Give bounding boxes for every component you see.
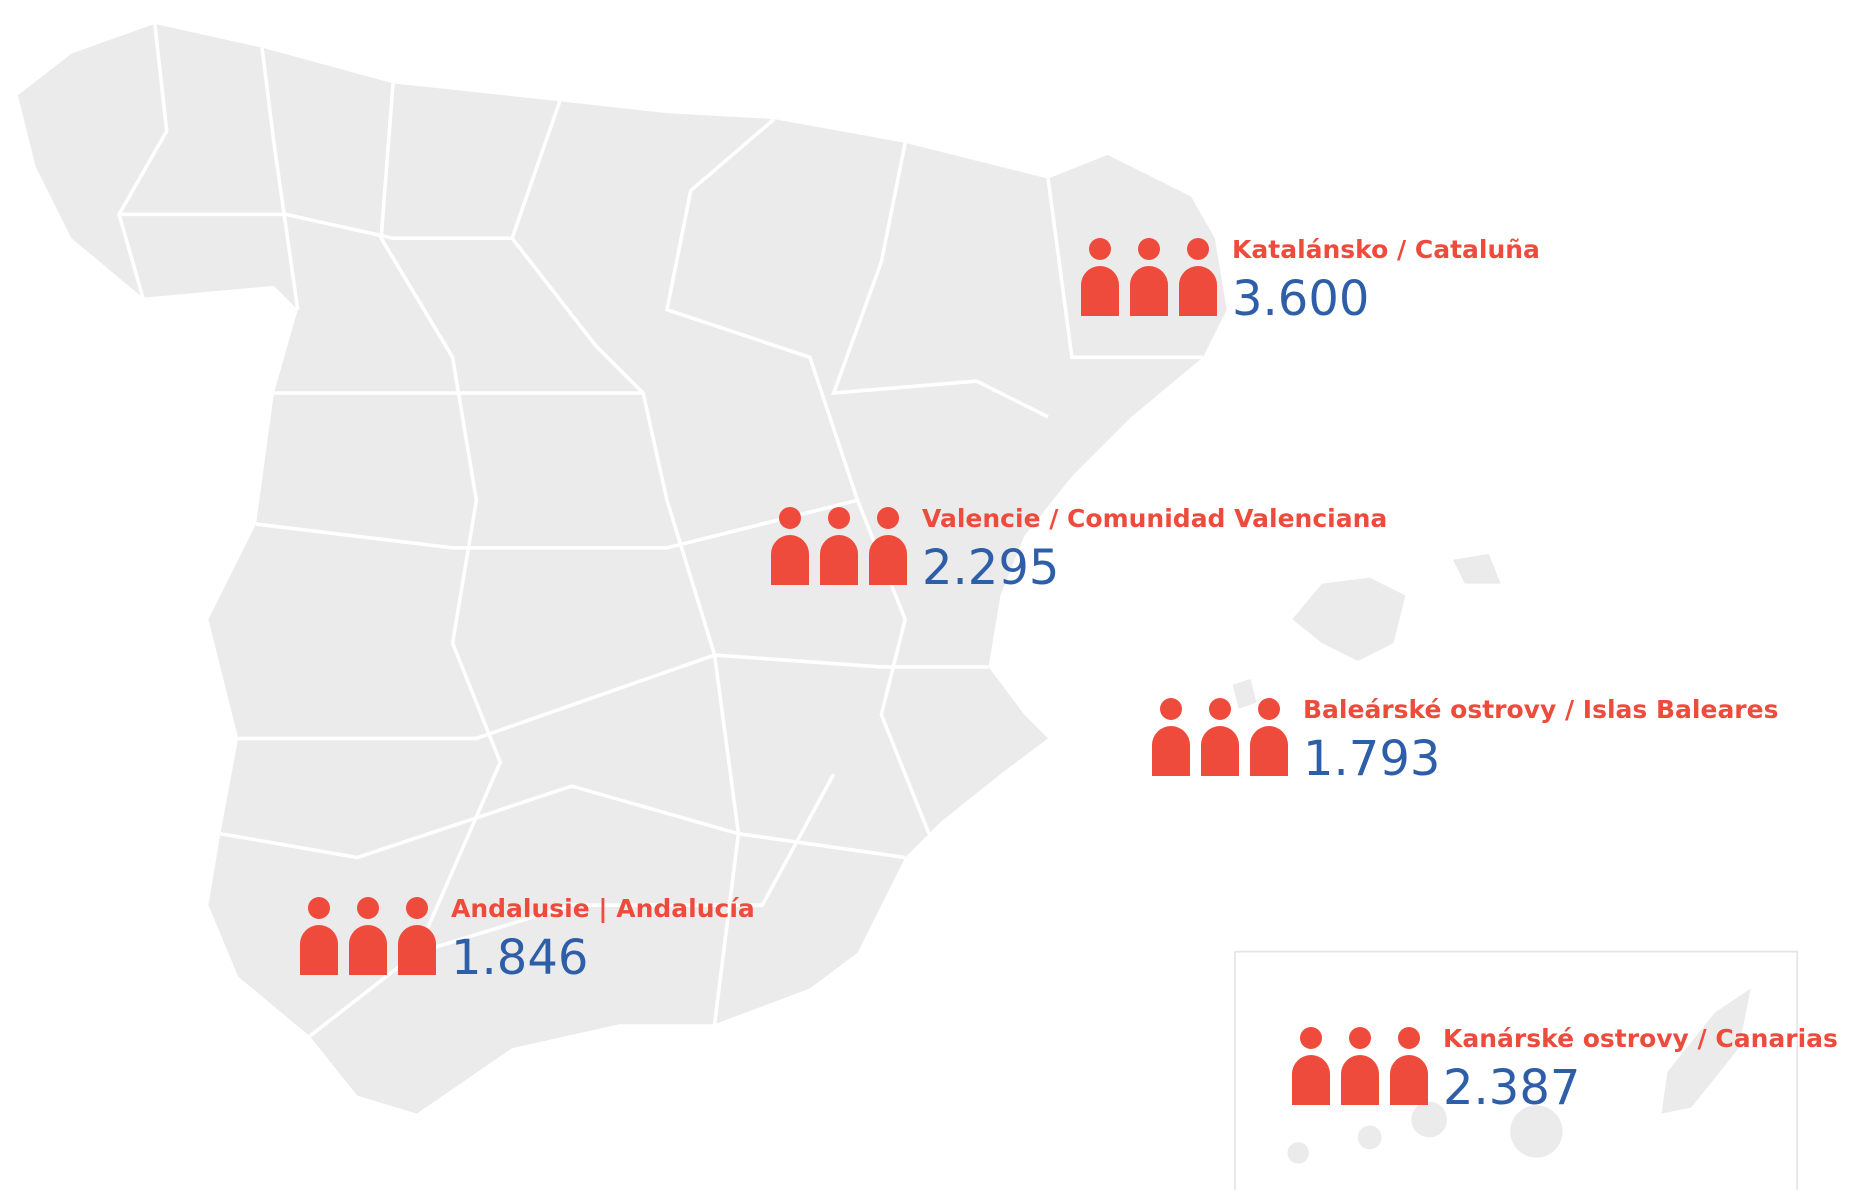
region-value: 2.387 xyxy=(1443,1060,1580,1116)
region-label: Baleárské ostrovy / Islas Baleares xyxy=(1303,695,1778,724)
person-body xyxy=(1292,1055,1330,1105)
person-body xyxy=(398,925,436,975)
person-head xyxy=(308,897,330,919)
person-body xyxy=(1201,726,1239,776)
spain-map xyxy=(17,23,1799,1190)
region-value: 3.600 xyxy=(1232,271,1369,327)
person-body xyxy=(1341,1055,1379,1105)
person-head xyxy=(1089,238,1111,260)
person-body xyxy=(869,535,907,585)
person-body xyxy=(1130,266,1168,316)
region-callout: Katalánsko / Cataluña 3.600 xyxy=(1081,235,1540,327)
region-label: Valencie / Comunidad Valenciana xyxy=(922,504,1387,533)
region-label: Kanárské ostrovy / Canarias xyxy=(1443,1024,1838,1053)
person-body xyxy=(349,925,387,975)
person-head xyxy=(1258,698,1280,720)
person-head xyxy=(779,507,801,529)
region-callout: Baleárské ostrovy / Islas Baleares 1.793 xyxy=(1152,695,1778,787)
person-body xyxy=(1081,266,1119,316)
person-head xyxy=(1349,1027,1371,1049)
person-body xyxy=(1179,266,1217,316)
region-callout: Andalusie | Andalucía 1.846 xyxy=(300,894,755,986)
region-callout: Valencie / Comunidad Valenciana 2.295 xyxy=(771,504,1387,596)
person-head xyxy=(828,507,850,529)
person-body xyxy=(820,535,858,585)
person-body xyxy=(300,925,338,975)
person-head xyxy=(406,897,428,919)
person-head xyxy=(1398,1027,1420,1049)
person-head xyxy=(1300,1027,1322,1049)
region-label: Andalusie | Andalucía xyxy=(451,894,755,923)
person-head xyxy=(877,507,899,529)
person-head xyxy=(357,897,379,919)
region-value: 2.295 xyxy=(922,540,1059,596)
region-value: 1.846 xyxy=(451,930,588,986)
region-label: Katalánsko / Cataluña xyxy=(1232,235,1540,264)
region-value: 1.793 xyxy=(1303,731,1440,787)
person-body xyxy=(1390,1055,1428,1105)
person-head xyxy=(1138,238,1160,260)
person-head xyxy=(1187,238,1209,260)
region-callout: Kanárské ostrovy / Canarias 2.387 xyxy=(1292,1024,1838,1116)
person-body xyxy=(1152,726,1190,776)
person-head xyxy=(1209,698,1231,720)
person-head xyxy=(1160,698,1182,720)
person-body xyxy=(1250,726,1288,776)
person-body xyxy=(771,535,809,585)
